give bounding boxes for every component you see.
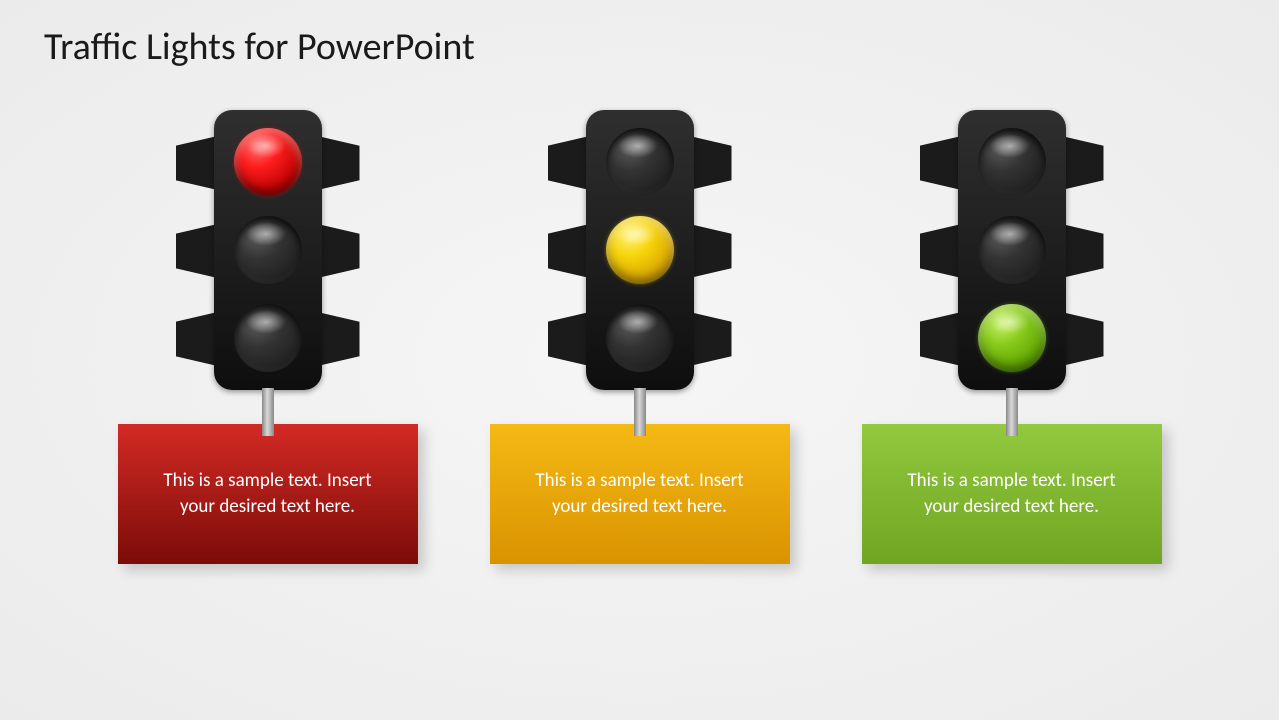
traffic-light-unit-yellow: This is a sample text. Insert your desir… <box>490 110 790 564</box>
lamp-yellow-off <box>234 216 302 284</box>
lamp-yellow-on <box>606 216 674 284</box>
traffic-light-pole <box>262 388 274 436</box>
visor <box>176 224 218 278</box>
traffic-light-pole <box>634 388 646 436</box>
lamp-green-on <box>978 304 1046 372</box>
traffic-light-unit-red: This is a sample text. Insert your desir… <box>118 110 418 564</box>
traffic-lights-row: This is a sample text. Insert your desir… <box>0 110 1279 564</box>
visor <box>548 136 590 190</box>
lamp-yellow-off <box>978 216 1046 284</box>
slide-title: Traffic Lights for PowerPoint <box>44 24 475 70</box>
lamp-red-on <box>234 128 302 196</box>
lamp-green-off <box>606 304 674 372</box>
traffic-light-body <box>214 110 322 390</box>
visor <box>1062 224 1104 278</box>
visor <box>690 312 732 366</box>
lamp-red-off <box>978 128 1046 196</box>
traffic-light-unit-green: This is a sample text. Insert your desir… <box>862 110 1162 564</box>
traffic-light-icon <box>902 110 1122 430</box>
visor <box>690 224 732 278</box>
visor <box>176 312 218 366</box>
visor <box>548 224 590 278</box>
visor <box>1062 136 1104 190</box>
visor <box>318 312 360 366</box>
traffic-light-pole <box>1006 388 1018 436</box>
lamp-red-off <box>606 128 674 196</box>
caption-text: This is a sample text. Insert your desir… <box>890 468 1134 519</box>
caption-text: This is a sample text. Insert your desir… <box>518 468 762 519</box>
visor <box>1062 312 1104 366</box>
traffic-light-body <box>958 110 1066 390</box>
visor <box>548 312 590 366</box>
visor <box>920 224 962 278</box>
visor <box>318 224 360 278</box>
traffic-light-icon <box>530 110 750 430</box>
caption-box-green: This is a sample text. Insert your desir… <box>862 424 1162 564</box>
traffic-light-icon <box>158 110 378 430</box>
traffic-light-body <box>586 110 694 390</box>
visor <box>176 136 218 190</box>
caption-box-red: This is a sample text. Insert your desir… <box>118 424 418 564</box>
caption-text: This is a sample text. Insert your desir… <box>146 468 390 519</box>
visor <box>318 136 360 190</box>
lamp-green-off <box>234 304 302 372</box>
visor <box>920 312 962 366</box>
caption-box-yellow: This is a sample text. Insert your desir… <box>490 424 790 564</box>
visor <box>690 136 732 190</box>
visor <box>920 136 962 190</box>
